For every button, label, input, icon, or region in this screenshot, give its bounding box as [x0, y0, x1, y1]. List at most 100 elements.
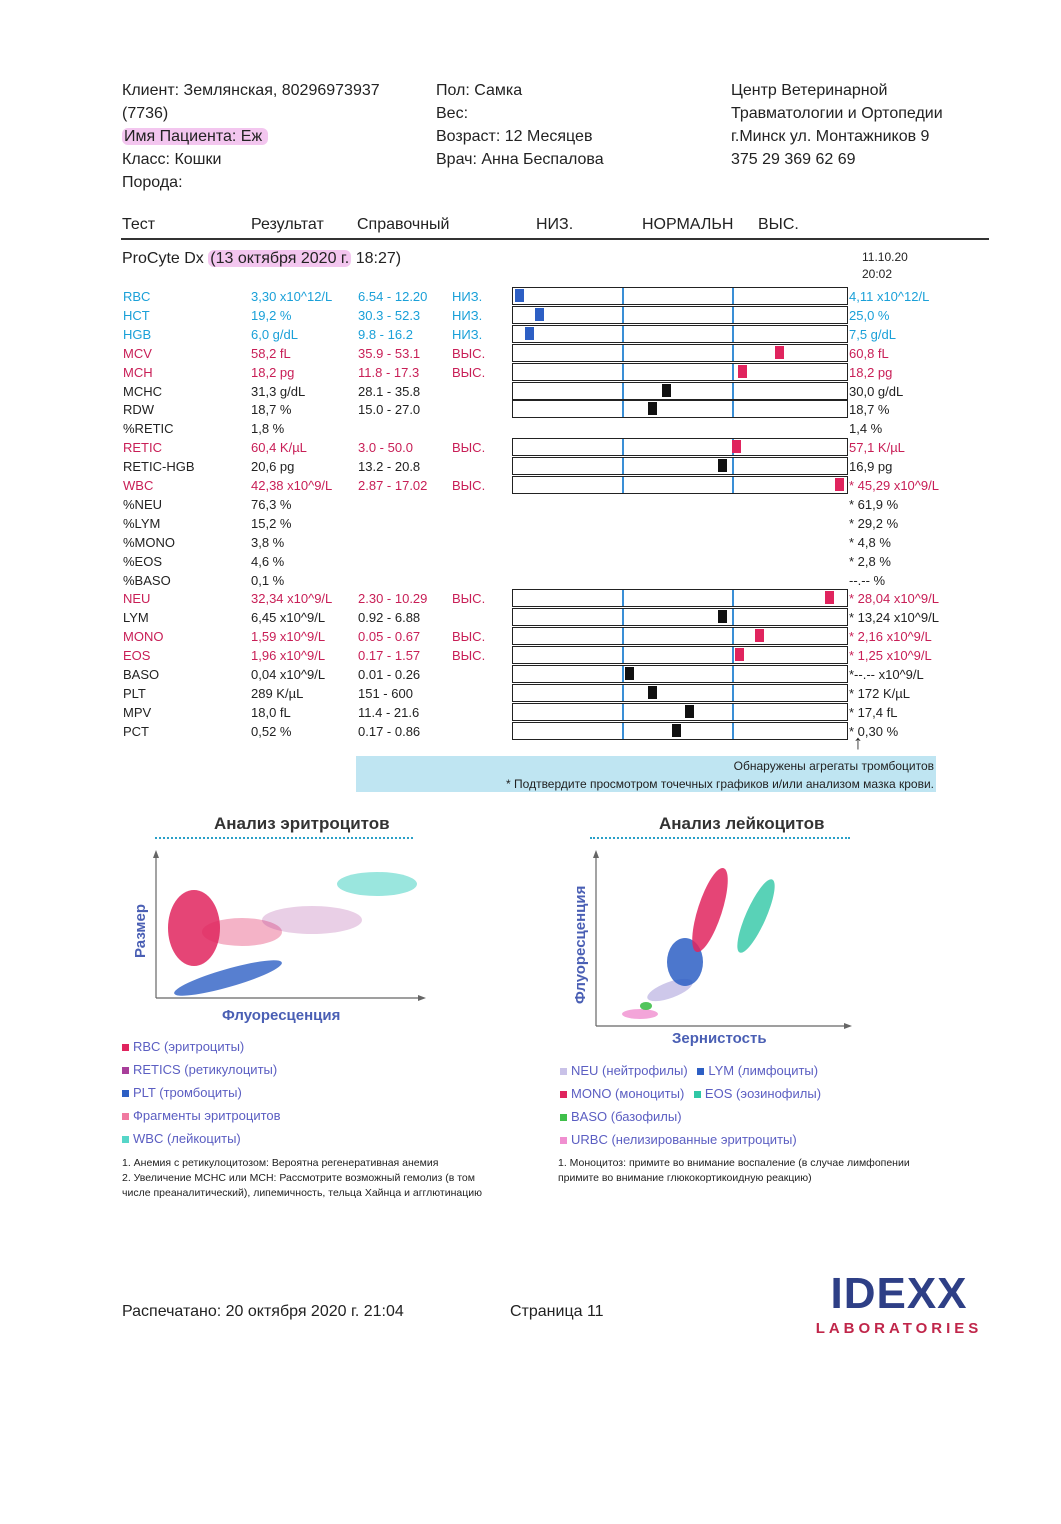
test-result: 0,1 % — [251, 572, 285, 588]
wbc-y-arrow-icon — [593, 850, 599, 858]
header-rule — [121, 238, 989, 240]
rbc-y-label: Размер — [132, 903, 149, 958]
test-reference: 9.8 - 16.2 — [358, 326, 413, 342]
client-line-cont: (7736) — [122, 105, 169, 122]
range-tick — [731, 325, 734, 342]
test-flag: НИЗ. — [452, 289, 483, 304]
test-name: RDW — [123, 402, 155, 418]
previous-result: * 4,8 % — [849, 534, 891, 550]
baso-cluster — [640, 1002, 652, 1010]
rbc-scatter-plot — [153, 850, 426, 1001]
table-row: MPV 18,0 fL 11.4 - 21.6 * 17,4 fL — [0, 702, 1061, 722]
test-result: 32,34 x10^9/L — [251, 591, 333, 607]
test-date: 13 октября 2020 г. — [215, 250, 350, 267]
range-tick — [731, 477, 734, 493]
test-result: 1,59 x10^9/L — [251, 629, 326, 645]
table-row: HGB 6,0 g/dL 9.8 - 16.2 НИЗ. 7,5 g/dL — [0, 324, 1061, 344]
col-result: Результат — [251, 216, 324, 233]
range-bar — [512, 646, 848, 665]
range-bar — [512, 438, 848, 457]
doctor-name: Врач: Анна Беспалова — [436, 151, 604, 168]
test-name: BASO — [123, 667, 160, 682]
table-row: RBC 3,30 x10^12/L 6.54 - 12.20 НИЗ. 4,11 x10… — [0, 287, 1061, 306]
rbc-title-rule — [155, 837, 413, 841]
result-marker — [731, 440, 741, 454]
legend-row: NEU (нейтрофилы) LYM (лимфоциты) — [560, 1059, 821, 1082]
test-name: %NEU — [123, 496, 163, 512]
table-row: RETIC 60,4 K/µL 3.0 - 50.0 ВЫС. 57,1 K/µL — [0, 438, 1061, 457]
table-row: BASO 0,04 x10^9/L 0.01 - 0.26 *--.-- x10^9/… — [0, 665, 1061, 684]
legend-row: MONO (моноциты) EOS (эозинофилы) — [560, 1082, 821, 1105]
test-name: PCT — [123, 723, 149, 739]
table-row: %LYM 15,2 % * 29,2 % — [0, 514, 1061, 533]
test-result: 20,6 pg — [251, 459, 295, 475]
rbc-swatch — [122, 1044, 129, 1052]
range-tick — [621, 647, 624, 664]
range-bar — [512, 287, 848, 305]
previous-result: 18,2 pg — [849, 364, 893, 380]
patient-sex: Пол: Самка — [436, 82, 523, 99]
previous-result: 7,5 g/dL — [849, 326, 896, 342]
result-marker — [775, 345, 785, 359]
legend-item: RETICS (ретикулоциты) — [122, 1058, 281, 1081]
rbc-cluster — [168, 890, 220, 966]
range-bar — [512, 665, 848, 683]
retics-cluster — [202, 918, 282, 946]
legend-item: WBC (лейкоциты) — [122, 1127, 281, 1150]
page-number: Страница 11 — [510, 1303, 604, 1320]
previous-result: * 2,16 x10^9/L — [849, 629, 932, 645]
rbc-x-arrow-icon — [418, 995, 426, 1001]
rbc-y-arrow-icon — [153, 850, 159, 858]
wbc-swatch — [122, 1136, 129, 1144]
table-row: MCH 18,2 pg 11.8 - 17.3 ВЫС. 18,2 pg — [0, 362, 1061, 382]
range-tick — [621, 458, 624, 475]
test-flag: НИЗ. — [452, 307, 483, 323]
test-result: 6,0 g/dL — [251, 326, 298, 342]
test-reference: 11.4 - 21.6 — [358, 704, 420, 720]
legend-item: Фрагменты эритроцитов — [122, 1104, 281, 1127]
test-result: 1,96 x10^9/L — [251, 648, 326, 664]
test-reference: 28.1 - 35.8 — [358, 383, 421, 399]
test-reference: 0.92 - 6.88 — [358, 610, 421, 626]
result-marker — [685, 704, 695, 718]
previous-result: * 28,04 x10^9/L — [849, 591, 939, 607]
range-bar — [512, 400, 848, 419]
range-bar — [512, 608, 848, 627]
test-result: 18,7 % — [251, 402, 292, 418]
range-bar — [512, 721, 848, 740]
platelet-notice: Обнаружены агрегаты тромбоцитов * Подтве… — [356, 756, 936, 792]
test-flag: ВЫС. — [452, 364, 486, 380]
result-marker — [648, 402, 658, 416]
test-flag: НИЗ. — [452, 326, 483, 342]
clinic-line: Травматологии и Ортопедии — [731, 105, 943, 122]
test-reference: 6.54 - 12.20 — [358, 289, 428, 304]
test-name: MPV — [123, 704, 152, 720]
test-name: RETIC — [123, 440, 162, 456]
mono-cluster — [692, 867, 728, 953]
patient-breed: Порода: — [122, 174, 183, 191]
range-tick — [621, 344, 624, 361]
range-tick — [731, 590, 734, 607]
patient-age: Возраст: 12 Месяцев — [436, 128, 593, 145]
range-tick — [731, 722, 734, 739]
range-tick — [731, 684, 734, 701]
range-bar — [512, 627, 848, 646]
test-reference: 13.2 - 20.8 — [358, 459, 421, 475]
col-low: НИЗ. — [536, 216, 574, 233]
table-row: PCT 0,52 % 0.17 - 0.86 * 0,30 % — [0, 721, 1061, 741]
logo-sub: LABORATORIES — [815, 1320, 983, 1337]
test-result: 0,04 x10^9/L — [251, 667, 326, 682]
lym-cluster — [667, 938, 703, 986]
previous-result: * 2,8 % — [849, 553, 891, 569]
table-row: %RETIC 1,8 % 1,4 % — [0, 419, 1061, 438]
test-result: 4,6 % — [251, 553, 285, 569]
range-bar — [512, 381, 848, 400]
legend-item: PLT (тромбоциты) — [122, 1081, 281, 1104]
retics-swatch — [122, 1067, 129, 1075]
range-tick — [731, 288, 734, 304]
test-name: MCHC — [123, 383, 162, 399]
test-name: HGB — [123, 326, 152, 342]
test-name: MONO — [123, 629, 164, 645]
table-row: MCV 58,2 fL 35.9 - 53.1 ВЫС. 60,8 fL — [0, 343, 1061, 363]
test-name: %EOS — [123, 553, 163, 569]
